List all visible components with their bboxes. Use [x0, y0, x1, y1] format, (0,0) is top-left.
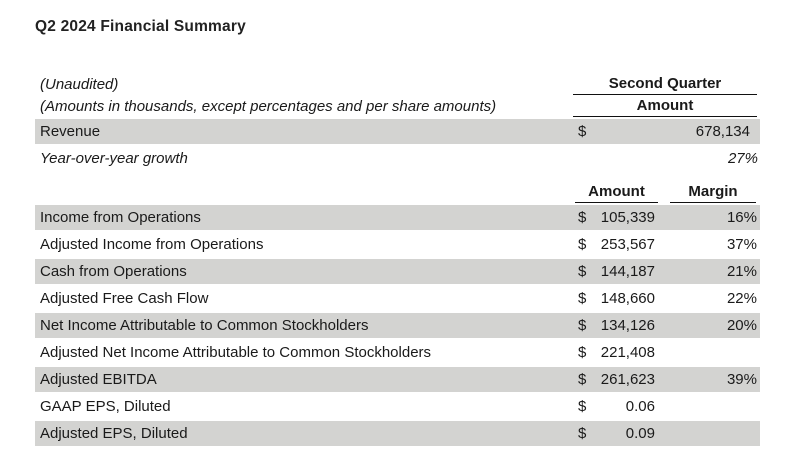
- row-label: Income from Operations: [40, 209, 201, 226]
- table-row: Cash from Operations $ 144,187 21%: [35, 259, 760, 284]
- row-label: Net Income Attributable to Common Stockh…: [40, 317, 369, 334]
- currency-symbol: $: [578, 290, 587, 307]
- margin-value: 20%: [726, 317, 757, 334]
- header-row-amount: (Amounts in thousands, except percentage…: [35, 95, 760, 117]
- row-amount-cell: $ 134,126: [565, 317, 665, 334]
- table-row: Net Income Attributable to Common Stockh…: [35, 313, 760, 338]
- currency-symbol: $: [578, 263, 587, 280]
- amounts-note: (Amounts in thousands, except percentage…: [40, 98, 497, 115]
- margin-value: 37%: [726, 236, 757, 253]
- row-label: Adjusted Net Income Attributable to Comm…: [40, 344, 432, 361]
- table-row-yoy-growth: Year-over-year growth 27%: [35, 146, 760, 171]
- margin-value: 16%: [726, 209, 757, 226]
- table-row: Adjusted EPS, Diluted $ 0.09: [35, 421, 760, 446]
- amount-value: 0.06: [625, 398, 655, 415]
- row-amount-cell: $ 144,187: [565, 263, 665, 280]
- amount-value: 253,567: [600, 236, 655, 253]
- row-label: Revenue: [40, 123, 101, 140]
- row-amount-cell: $ 221,408: [565, 344, 665, 361]
- currency-symbol: $: [578, 317, 587, 334]
- amount-value: 678,134: [695, 123, 750, 140]
- row-label: Adjusted Free Cash Flow: [40, 290, 209, 307]
- table-row: Adjusted Income from Operations $ 253,56…: [35, 232, 760, 257]
- currency-symbol: $: [578, 398, 587, 415]
- growth-value: 27%: [727, 150, 758, 167]
- amount-value: 105,339: [600, 209, 655, 226]
- amount-value: 144,187: [600, 263, 655, 280]
- amount-value: 0.09: [625, 425, 655, 442]
- table-row: Income from Operations $ 105,339 16%: [35, 205, 760, 230]
- row-label: Adjusted Income from Operations: [40, 236, 264, 253]
- currency-symbol: $: [578, 344, 587, 361]
- amount-value: 261,623: [600, 371, 655, 388]
- currency-symbol: $: [578, 425, 587, 442]
- currency-symbol: $: [578, 123, 587, 140]
- financial-summary-table: (Unaudited) Second Quarter (Amounts in t…: [35, 74, 760, 446]
- currency-symbol: $: [578, 236, 587, 253]
- currency-symbol: $: [578, 371, 587, 388]
- row-amount-cell: $ 678,134: [565, 123, 760, 140]
- header-row-period: (Unaudited) Second Quarter: [35, 74, 760, 95]
- amount-header-cell: Amount: [565, 97, 760, 117]
- amount-value: 221,408: [600, 344, 655, 361]
- row-amount-cell: $ 0.09: [565, 425, 665, 442]
- currency-symbol: $: [578, 209, 587, 226]
- table-row: Adjusted Net Income Attributable to Comm…: [35, 340, 760, 365]
- margin-column-header-cell: Margin: [665, 183, 760, 203]
- amount-column-header-cell: Amount: [565, 183, 665, 203]
- table-row-revenue: Revenue $ 678,134: [35, 119, 760, 144]
- row-amount-cell: $ 261,623: [565, 371, 665, 388]
- margin-value: 39%: [726, 371, 757, 388]
- row-label: GAAP EPS, Diluted: [40, 398, 171, 415]
- row-amount-cell: $ 148,660: [565, 290, 665, 307]
- margin-column-header: Margin: [670, 183, 756, 203]
- margin-value: 22%: [726, 290, 757, 307]
- period-header: Second Quarter: [573, 75, 757, 95]
- row-label: Adjusted EBITDA: [40, 371, 157, 388]
- table-row: Adjusted EBITDA $ 261,623 39%: [35, 367, 760, 392]
- page-title: Q2 2024 Financial Summary: [35, 18, 246, 35]
- row-label: Cash from Operations: [40, 263, 187, 280]
- amount-value: 134,126: [600, 317, 655, 334]
- row-amount-cell: $ 105,339: [565, 209, 665, 226]
- period-header-cell: Second Quarter: [565, 75, 760, 95]
- amount-column-header: Amount: [575, 183, 658, 203]
- row-label: Year-over-year growth: [40, 150, 188, 167]
- table-row: GAAP EPS, Diluted $ 0.06: [35, 394, 760, 419]
- amount-value: 148,660: [600, 290, 655, 307]
- row-amount-cell: $ 0.06: [565, 398, 665, 415]
- row-amount-cell: $ 253,567: [565, 236, 665, 253]
- unaudited-note: (Unaudited): [40, 76, 119, 93]
- column-header-row: Amount Margin: [35, 179, 760, 203]
- amount-header: Amount: [573, 97, 757, 117]
- margin-value: 21%: [726, 263, 757, 280]
- row-label: Adjusted EPS, Diluted: [40, 425, 188, 442]
- table-row: Adjusted Free Cash Flow $ 148,660 22%: [35, 286, 760, 311]
